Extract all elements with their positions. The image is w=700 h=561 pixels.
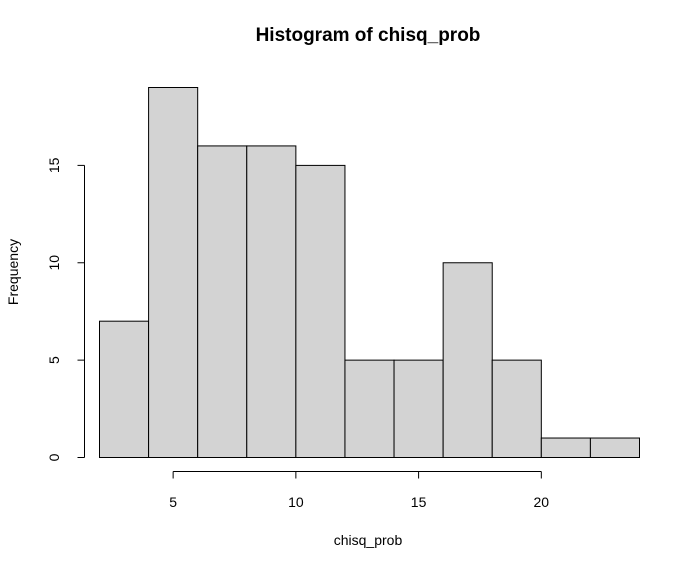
histogram-bar xyxy=(589,437,641,458)
bars-group xyxy=(99,87,641,459)
x-tick-label: 5 xyxy=(169,494,177,510)
x-tick-label: 20 xyxy=(534,494,550,510)
chart-title: Histogram of chisq_prob xyxy=(256,25,481,46)
histogram-bar xyxy=(491,359,542,459)
histogram-bar xyxy=(197,145,248,458)
histogram-bar xyxy=(148,87,199,458)
y-tick-label: 0 xyxy=(46,453,62,461)
x-axis-label: chisq_prob xyxy=(334,532,403,548)
x-tick-label: 10 xyxy=(288,494,304,510)
histogram-bar xyxy=(442,262,493,458)
y-tick-label: 15 xyxy=(46,157,62,173)
histogram-bar xyxy=(246,145,297,458)
x-axis: 5 10 15 20 xyxy=(169,471,550,510)
histogram-bar xyxy=(393,359,444,459)
y-tick-label: 5 xyxy=(46,356,62,364)
y-axis: 0 5 10 15 xyxy=(46,157,85,461)
histogram-bar xyxy=(540,437,591,458)
y-axis-label: Frequency xyxy=(5,239,21,305)
histogram-bar xyxy=(344,359,395,459)
x-tick-label: 15 xyxy=(411,494,427,510)
histogram-bar xyxy=(99,320,150,458)
histogram-bar xyxy=(295,164,346,458)
y-tick-label: 10 xyxy=(46,255,62,271)
